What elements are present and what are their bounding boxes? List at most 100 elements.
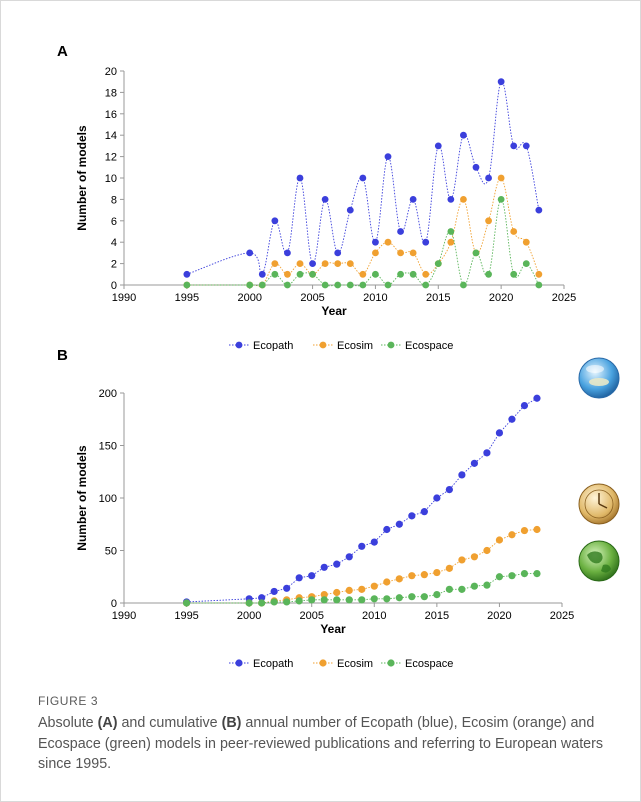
data-point-ecopath [470, 459, 478, 467]
x-tick-label: 2020 [487, 610, 511, 622]
caption-part: Absolute [38, 715, 98, 731]
y-tick-label: 2 [111, 259, 117, 271]
data-point-ecopath [420, 508, 428, 516]
series-line-ecosim [186, 177, 540, 288]
data-point-ecopath [395, 520, 403, 528]
chart-panel-b: 0 50 100 150 200 1990 1995 2000 2005 2010 2015 2020… [75, 357, 620, 670]
caption-part: and cumulative [117, 715, 222, 731]
data-point-ecospace [510, 270, 518, 278]
data-point-ecospace [409, 270, 417, 278]
legend-marker [387, 659, 395, 667]
data-point-ecopath [508, 415, 516, 423]
data-point-ecopath [445, 486, 453, 494]
data-point-ecosim [408, 572, 416, 580]
x-tick-label: 2015 [426, 292, 450, 304]
data-point-ecospace [395, 594, 403, 602]
x-axis-title: Year [321, 304, 347, 318]
data-point-ecosim [383, 578, 391, 586]
data-point-ecospace [445, 585, 453, 593]
data-point-ecospace [359, 281, 367, 289]
data-point-ecospace [320, 596, 328, 604]
data-point-ecospace [495, 573, 504, 581]
data-point-ecopath [422, 238, 430, 246]
data-point-ecospace [183, 281, 191, 289]
x-tick-label: 1995 [175, 292, 199, 304]
data-point-ecosim [384, 238, 392, 246]
y-tick-label: 200 [99, 388, 117, 400]
data-point-ecosim [520, 526, 529, 535]
data-point-ecosim [372, 249, 379, 257]
x-tick-label: 2010 [363, 292, 387, 304]
legend-label-ecopath: Ecopath [253, 340, 293, 351]
legend-marker [387, 341, 395, 349]
data-point-ecopath [495, 429, 504, 437]
clock-rim [584, 489, 614, 519]
data-point-ecopath [283, 584, 291, 592]
caption-part: (B) [221, 715, 242, 731]
data-point-ecosim [422, 270, 430, 278]
data-point-ecospace [246, 281, 254, 289]
data-point-ecospace [370, 595, 378, 603]
y-axis-title: Number of models [75, 125, 89, 231]
chart-panel-a: 0 2 4 6 8 10 12 14 16 18 20 1990 1995 2000 2005 2010 201… [75, 66, 576, 351]
y-tick-label: 16 [105, 109, 117, 121]
y-tick-label: 6 [111, 216, 117, 228]
data-point-ecospace [334, 281, 342, 289]
ecospace-globe-icon [578, 540, 620, 582]
x-tick-label: 2005 [299, 610, 323, 622]
x-tick-label: 1995 [174, 610, 198, 622]
x-tick-label: 1990 [112, 610, 136, 622]
data-point-ecospace [433, 591, 441, 599]
data-point-ecopath [183, 270, 191, 278]
y-tick-label: 14 [105, 130, 117, 142]
data-point-ecopath [308, 572, 316, 580]
data-point-ecospace [308, 596, 316, 604]
data-point-ecospace [458, 585, 466, 593]
data-point-ecopath [497, 78, 505, 86]
data-point-ecopath [533, 394, 541, 402]
x-tick-label: 2000 [237, 292, 261, 304]
data-point-ecospace [447, 228, 455, 235]
x-tick-label: 2000 [237, 610, 261, 622]
y-tick-label: 0 [111, 598, 117, 610]
data-point-ecospace [345, 596, 353, 604]
legend-label-ecopath: Ecopath [253, 658, 293, 670]
data-point-ecospace [434, 260, 442, 267]
data-point-ecosim [346, 260, 354, 267]
data-point-ecospace [245, 599, 253, 607]
y-tick-label: 10 [105, 173, 117, 185]
y-tick-label: 18 [105, 87, 117, 99]
data-point-ecopath [320, 563, 328, 571]
data-point-ecosim [358, 585, 366, 593]
legend-marker [319, 659, 327, 667]
globe-land [601, 564, 611, 573]
data-point-ecospace [270, 598, 278, 606]
ecosim-clock-icon [578, 483, 620, 525]
data-point-ecosim [470, 553, 478, 561]
fish-shape [589, 378, 609, 386]
x-tick-label: 2025 [552, 292, 576, 304]
legend-label-ecospace: Ecospace [405, 658, 453, 670]
data-point-ecopath [321, 196, 329, 203]
y-tick-label: 150 [99, 441, 117, 453]
data-point-ecosim [370, 582, 378, 590]
y-tick-label: 0 [111, 280, 117, 292]
figure-label: FIGURE 3 [38, 694, 99, 708]
data-point-ecospace [520, 570, 529, 578]
data-point-ecosim [334, 260, 342, 267]
data-point-ecosim [447, 238, 455, 246]
data-point-ecospace [508, 572, 516, 580]
data-point-ecospace [333, 596, 341, 604]
data-point-ecopath [447, 196, 455, 203]
x-tick-label: 2010 [362, 610, 386, 622]
data-point-ecospace [309, 270, 316, 278]
data-point-ecosim [522, 238, 530, 246]
y-axis-title: Number of models [75, 445, 89, 551]
data-point-ecospace [497, 196, 505, 203]
data-point-ecospace [470, 582, 478, 590]
legend-marker [235, 659, 243, 667]
data-point-ecospace [258, 599, 266, 607]
x-tick-label: 2020 [489, 292, 513, 304]
sphere-highlight [586, 365, 604, 373]
data-point-ecopath [333, 560, 341, 568]
